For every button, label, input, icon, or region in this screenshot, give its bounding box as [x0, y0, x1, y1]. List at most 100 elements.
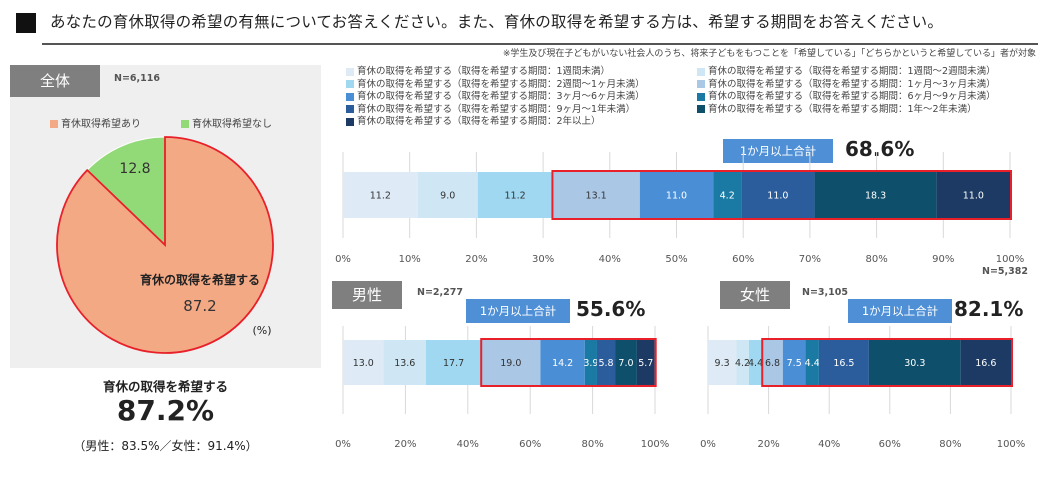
tag-overall: 全体 [10, 65, 100, 97]
bar-data-label: 4.2 [720, 191, 735, 202]
legend-swatch [346, 67, 354, 76]
bar-data-label: 17.7 [443, 358, 464, 369]
pie-data-label: 12.8 [119, 161, 150, 177]
bar-data-label: 13.6 [394, 358, 415, 369]
bar-segment [596, 340, 616, 385]
pie-summary-label: 育休の取得を希望する [102, 379, 228, 394]
bar-segment [748, 340, 763, 385]
male-sample-size: N=2,277 [417, 287, 463, 298]
bar-segment [477, 172, 553, 218]
overall-sample-size: N=5,382 [982, 266, 1028, 277]
bar-data-label: 4.4 [748, 358, 763, 369]
bar-data-label: 11.0 [767, 191, 788, 202]
bar-segment [960, 340, 1011, 385]
pie-slice [86, 136, 166, 247]
x-tick-label: 100% [997, 439, 1026, 450]
x-tick-label: 20% [394, 439, 416, 450]
male-sum-box: 1か月以上合計 [466, 299, 570, 323]
female-bar-chart: 0% 20% 40% 60% 80% 100%9.3 4.24.4 6.8 7.5 4.4 16.5… [700, 326, 1026, 450]
bar-data-label: 11.2 [505, 191, 526, 202]
target-note: ※学生及び現在子どもがいない社会人のうち、将来子どもをもつことを「希望している」… [502, 49, 1036, 59]
legend-swatch [697, 80, 705, 88]
bar-segment [736, 340, 749, 385]
pie-sample-size: N=6,116 [114, 73, 160, 84]
x-tick-label: 10% [399, 254, 421, 265]
male-sum-value: 55.6% [576, 297, 646, 321]
bar-segment [713, 172, 742, 218]
bar-segment [540, 340, 585, 385]
pie-data-label: 87.2 [183, 297, 216, 315]
overall-sum-box: 1か月以上合計 [723, 139, 833, 163]
x-tick-label: 60% [879, 439, 901, 450]
pie-summary-sub: （男性：83.5%／女性：91.4%） [73, 439, 258, 453]
legend-swatch [697, 105, 705, 113]
bar-segment [708, 340, 737, 385]
bar-data-label: 5.7 [638, 358, 653, 369]
bar-segment [584, 340, 597, 385]
x-tick-label: 30% [532, 254, 554, 265]
bar-segment [417, 172, 478, 218]
bar-segment [936, 172, 1010, 218]
male-bar-chart: 0% 20% 40% 60% 80% 100% 13.0 13.6 17.7 19.0 14.2 3.… [335, 326, 670, 450]
legend-item: 育休の取得を希望する（取得を希望する期間：1ヶ月～3ヶ月未満） [697, 79, 1037, 92]
legend-item: 育休の取得を希望する（取得を希望する期間：1週間未満） [346, 66, 686, 79]
x-tick-label: 80% [581, 439, 603, 450]
bar-data-label: 11.0 [963, 191, 984, 202]
legend-swatch [346, 92, 354, 101]
x-tick-label: 100% [996, 254, 1025, 265]
bar-segment [868, 340, 961, 385]
bar-data-label: 4.2 [735, 358, 750, 369]
bar-data-label: 14.2 [552, 358, 573, 369]
legend-item: 育休の取得を希望する（取得を希望する期間：1年～2年未満） [697, 104, 1037, 117]
legend-swatch [346, 117, 354, 126]
legend-swatch [697, 67, 705, 76]
female-sample-size: N=3,105 [802, 287, 848, 298]
bar-data-label: 13.0 [353, 358, 374, 369]
bar-segment [615, 340, 637, 385]
bar-data-label: 5.8 [598, 358, 613, 369]
bar-data-label: 3.9 [583, 358, 598, 369]
female-sum-value: 82.1% [954, 297, 1024, 321]
page-title: あなたの育休取得の希望の有無についてお答えください。また、育休の取得を希望する方… [50, 13, 944, 31]
highlight-box [551, 170, 1013, 220]
bar-segment [552, 172, 640, 218]
title-marker [16, 13, 36, 33]
bar-data-label: 7.5 [787, 358, 802, 369]
x-tick-label: 40% [457, 439, 479, 450]
pie-highlight-outline [56, 136, 274, 354]
x-tick-label: 40% [599, 254, 621, 265]
x-tick-label: 0% [335, 439, 351, 450]
pie-unit: (%) [252, 324, 271, 337]
legend-swatch [697, 92, 705, 101]
legend-swatch [346, 105, 354, 113]
x-tick-label: 80% [939, 439, 961, 450]
bar-legend-left: 育休の取得を希望する（取得を希望する期間：1週間未満） 育休の取得を希望する（取… [346, 66, 686, 129]
legend-item: 育休の取得を希望する（取得を希望する期間：2年以上） [346, 116, 686, 129]
title-divider [42, 43, 1038, 45]
bar-data-label: 4.4 [805, 358, 820, 369]
bar-data-label: 16.5 [833, 358, 854, 369]
pie-inner-label: 育休の取得を希望する [140, 272, 260, 287]
x-tick-label: 90% [932, 254, 954, 265]
bar-data-label: 18.3 [865, 191, 886, 202]
legend-item: 育休の取得を希望する（取得を希望する期間：1週間～2週間未満） [697, 66, 1037, 79]
bar-segment [343, 172, 418, 218]
bar-data-label: 11.0 [666, 191, 687, 202]
tag-female: 女性 [720, 281, 790, 309]
bar-data-label: 6.8 [765, 358, 780, 369]
bar-data-label: 13.1 [586, 191, 607, 202]
x-tick-label: 80% [865, 254, 887, 265]
bar-data-label: 11.2 [370, 191, 391, 202]
legend-item: 育休の取得を希望する（取得を希望する期間：6ヶ月～9ヶ月未満） [697, 91, 1037, 104]
female-sum-box: 1か月以上合計 [848, 299, 952, 323]
bar-data-label: 9.0 [440, 191, 455, 202]
legend-item: 育休の取得を希望する（取得を希望する期間：3ヶ月～6ヶ月未満） [346, 91, 686, 104]
bar-data-label: 9.3 [715, 358, 730, 369]
bar-segment [741, 172, 815, 218]
legend-swatch [346, 80, 354, 88]
bar-data-label: 30.3 [904, 358, 925, 369]
x-tick-label: 100% [641, 439, 670, 450]
tag-male: 男性 [332, 281, 402, 309]
bar-data-label: 19.0 [500, 358, 521, 369]
pie-legend-no: 育休取得希望なし [181, 115, 272, 130]
